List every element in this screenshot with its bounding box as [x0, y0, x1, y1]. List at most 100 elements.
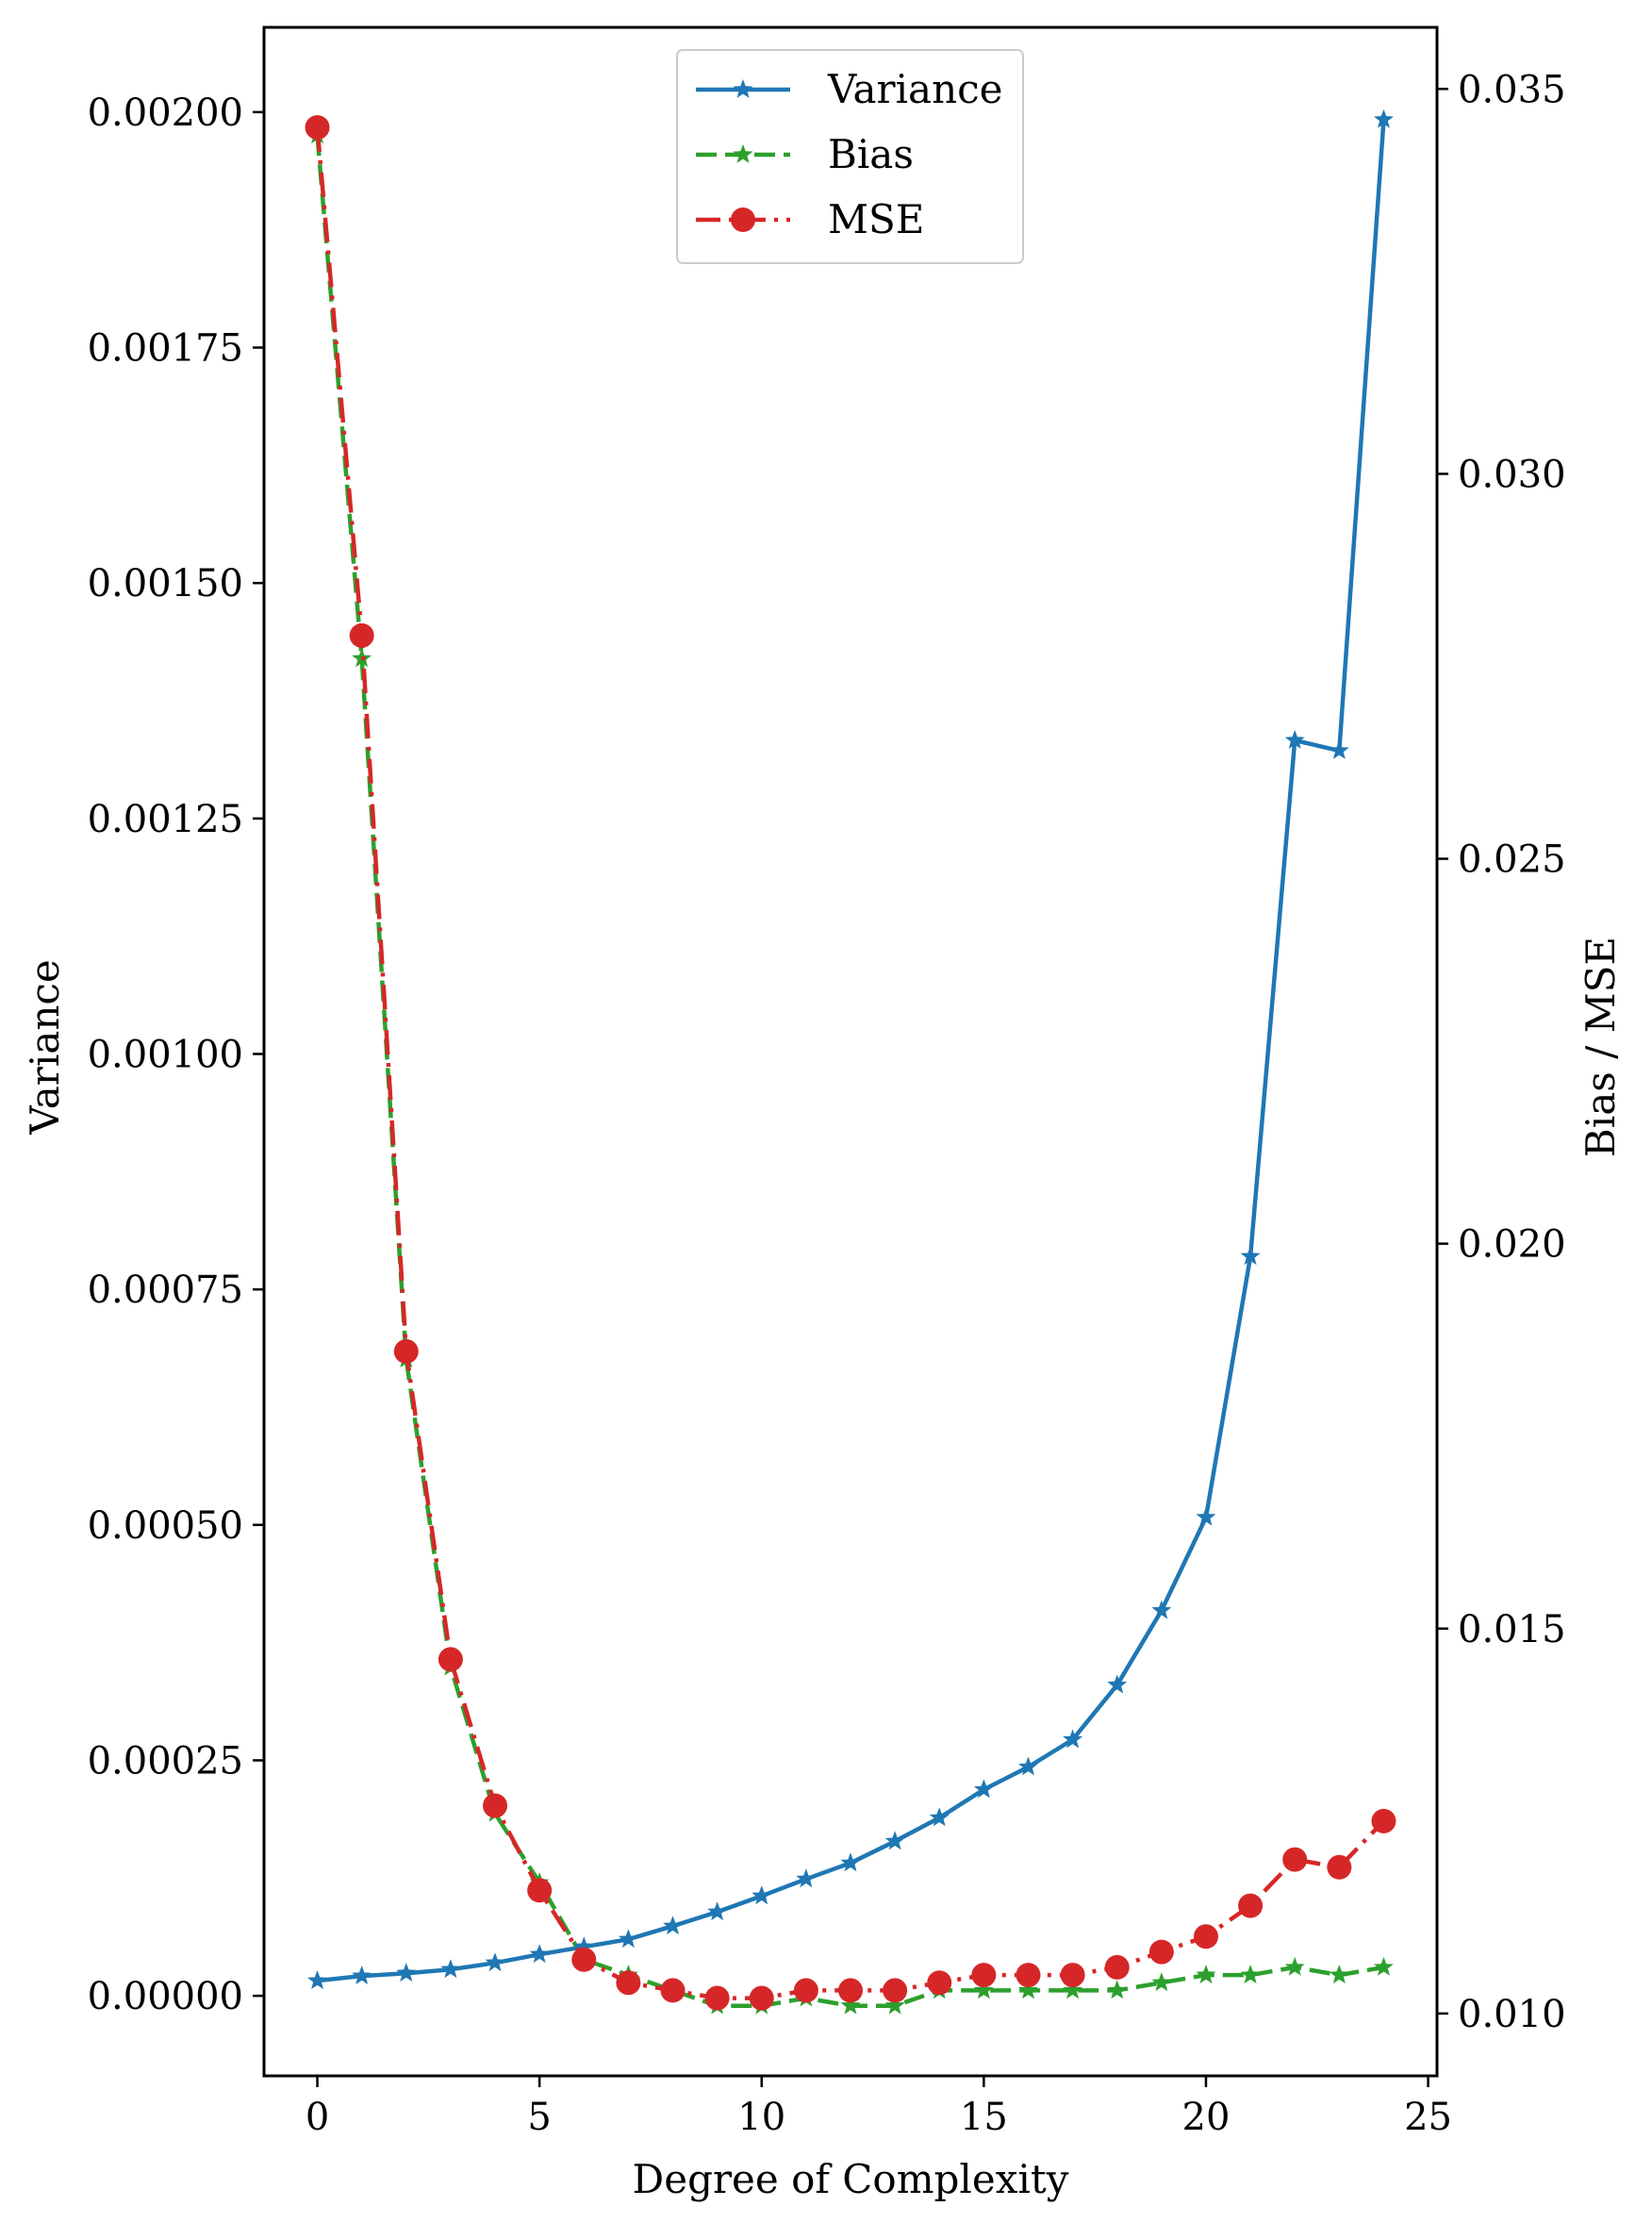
series-variance: [307, 108, 1394, 1989]
data-point-variance: [1284, 730, 1305, 749]
data-point-variance: [1018, 1756, 1038, 1776]
legend-marker-variance: [733, 79, 753, 98]
plot-frame: [262, 25, 1439, 2078]
y-axis-right-label: Bias / MSE: [1578, 937, 1624, 1157]
y-left-tick-label: 0.00150: [88, 562, 243, 606]
series-line-bias: [315, 135, 1384, 2008]
data-point-variance: [929, 1807, 950, 1827]
y-axis-left-label: Variance: [22, 959, 68, 1136]
y-left-tick-label: 0.00000: [88, 1975, 243, 2018]
data-point-variance: [796, 1868, 817, 1888]
y-left-tick-label: 0.00050: [88, 1504, 243, 1548]
data-point-variance: [707, 1901, 728, 1921]
data-point-bias: [1018, 1980, 1038, 1999]
data-point-mse: [438, 1647, 463, 1672]
plot-layer: [305, 108, 1396, 2015]
y-right-tick-label: 0.020: [1458, 1223, 1566, 1267]
data-point-mse: [793, 1978, 818, 2003]
data-point-mse: [305, 115, 330, 141]
data-point-variance: [440, 1959, 461, 1979]
data-point-mse: [1282, 1847, 1308, 1872]
y-right-tick-label: 0.025: [1458, 838, 1566, 882]
x-tick-label: 0: [306, 2096, 329, 2139]
legend-box: [676, 49, 1024, 264]
legend-label-variance: Variance: [827, 66, 1003, 112]
data-point-variance: [973, 1779, 994, 1799]
data-point-mse: [1238, 1893, 1264, 1918]
data-point-variance: [752, 1885, 772, 1905]
data-point-variance: [1196, 1506, 1216, 1526]
data-point-variance: [1240, 1246, 1261, 1266]
data-point-mse: [660, 1978, 686, 2003]
series-mse: [305, 115, 1396, 2011]
legend-marker-mse: [731, 207, 755, 232]
y-left-tick-label: 0.00100: [88, 1033, 243, 1076]
axes-layer: 0 5 10 15 20 25 0.00000 0.00025 0.00050 0.00075 0.…: [88, 68, 1566, 2139]
data-point-variance: [529, 1944, 550, 1964]
data-point-mse: [571, 1947, 597, 1972]
data-point-variance: [840, 1852, 861, 1872]
data-point-variance: [352, 1966, 372, 1984]
x-tick-label: 10: [737, 2096, 785, 2139]
y-left-tick-label: 0.00075: [88, 1269, 243, 1312]
data-point-mse: [616, 1970, 641, 1996]
data-point-variance: [1063, 1729, 1083, 1749]
data-point-bias: [1240, 1965, 1261, 1983]
data-point-mse: [393, 1338, 419, 1364]
data-point-bias: [840, 1995, 861, 2015]
data-point-mse: [527, 1878, 553, 1903]
data-point-mse: [883, 1978, 908, 2003]
legend: Variance Bias MSE: [676, 49, 1024, 264]
data-point-bias: [973, 1980, 994, 1999]
data-point-mse: [749, 1985, 774, 2011]
data-point-mse: [927, 1970, 952, 1996]
series-line-mse: [315, 126, 1386, 2000]
y-right-tick-label: 0.035: [1458, 68, 1566, 111]
data-point-mse: [1371, 1808, 1396, 1833]
y-right-tick-label: 0.010: [1458, 1993, 1566, 2036]
data-point-mse: [1104, 1954, 1130, 1980]
y-left-tick-label: 0.00175: [88, 327, 243, 371]
x-tick-label: 25: [1404, 2096, 1452, 2139]
data-point-bias: [884, 1995, 905, 2015]
data-point-mse: [1148, 1939, 1174, 1965]
data-point-mse: [971, 1963, 997, 1988]
data-point-bias: [1374, 1956, 1394, 1976]
x-tick-label: 5: [527, 2096, 551, 2139]
data-point-bias: [1107, 1980, 1128, 1999]
data-point-mse: [1327, 1854, 1352, 1880]
data-point-variance: [1107, 1674, 1128, 1694]
y-right-tick-label: 0.030: [1458, 453, 1566, 496]
series-bias: [307, 124, 1394, 2015]
data-point-variance: [884, 1831, 905, 1850]
legend-label-bias: Bias: [828, 131, 914, 177]
data-point-bias: [1284, 1956, 1305, 1976]
data-point-variance: [1151, 1600, 1172, 1619]
y-left-tick-label: 0.00125: [88, 798, 243, 841]
legend-label-mse: MSE: [828, 196, 924, 242]
data-point-variance: [396, 1963, 417, 1982]
data-point-variance: [663, 1916, 683, 1935]
data-point-variance: [618, 1929, 638, 1949]
data-point-mse: [1060, 1963, 1085, 1988]
data-point-bias: [1329, 1965, 1349, 1983]
series-line-variance: [317, 119, 1386, 1983]
data-point-mse: [349, 622, 374, 648]
data-point-mse: [838, 1978, 863, 2003]
data-point-bias: [1151, 1972, 1172, 1992]
data-point-bias: [1196, 1965, 1216, 1983]
data-point-variance: [573, 1936, 594, 1956]
data-point-bias: [1063, 1980, 1083, 1999]
data-point-variance: [1374, 108, 1394, 128]
y-left-tick-label: 0.00025: [88, 1739, 243, 1783]
data-point-variance: [307, 1970, 327, 1989]
x-tick-label: 15: [960, 2096, 1008, 2139]
data-point-mse: [1016, 1963, 1041, 1988]
legend-marker-bias: [733, 144, 753, 163]
x-axis-label: Degree of Complexity: [633, 2156, 1069, 2202]
data-point-variance: [1329, 739, 1349, 759]
data-point-mse: [704, 1985, 730, 2011]
y-left-tick-label: 0.00200: [88, 91, 243, 135]
